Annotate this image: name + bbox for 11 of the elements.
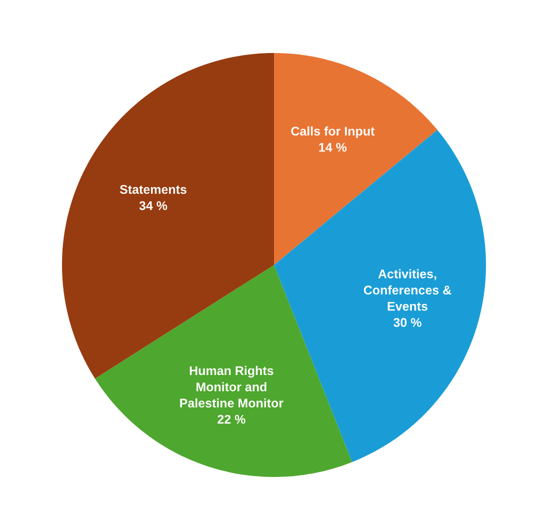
pie-slice (62, 53, 274, 379)
slice-label: Activities, Conferences & Events (364, 269, 452, 311)
slice-label: Calls for Input (291, 126, 375, 138)
pie-slice (95, 265, 352, 477)
data-label: 34 % (139, 201, 168, 210)
data-label: 30 % (394, 318, 422, 327)
slice-label: Statements (120, 185, 186, 194)
data-label: 22 % (218, 414, 246, 424)
pie-slice (274, 53, 438, 265)
data-label: 14 % (319, 142, 347, 152)
slice-label: Human Rights Monitor and Palestine Monitor (180, 366, 284, 408)
